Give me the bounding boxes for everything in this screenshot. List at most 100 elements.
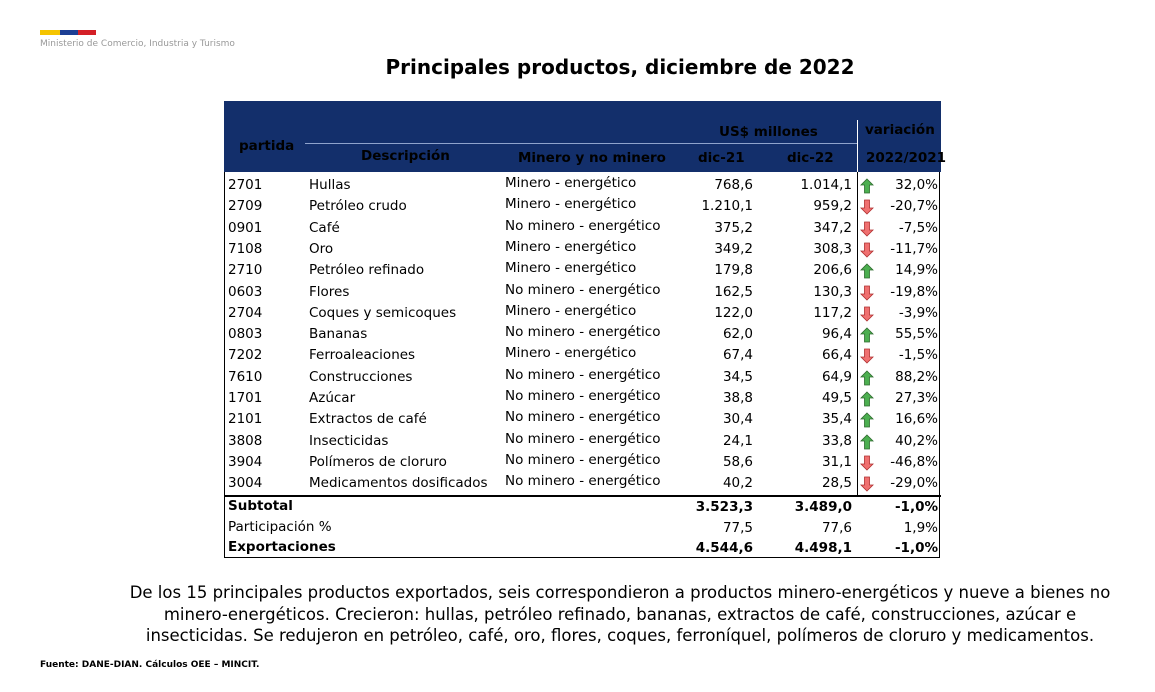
descripcion: Café: [309, 219, 340, 236]
head-minero: Minero y no minero: [518, 150, 666, 166]
descripcion: Bananas: [309, 326, 368, 343]
dic21: 58,6: [722, 453, 753, 470]
minero: Minero - energético: [505, 175, 637, 191]
summary: De los 15 principales productos exportad…: [129, 583, 1111, 645]
dic22: 33,8: [821, 432, 852, 449]
minero: No minero - energético: [505, 451, 661, 468]
flag-red: [78, 30, 96, 35]
minero: No minero - energético: [505, 388, 661, 404]
variacion: 16,6%: [895, 411, 938, 428]
descripcion: Construcciones: [309, 368, 413, 385]
header-divider: [857, 120, 858, 172]
head-dic22: dic-22: [787, 150, 834, 166]
partida: 3904: [228, 453, 263, 470]
variacion: -7,5%: [898, 219, 938, 236]
variacion: 40,2%: [895, 432, 938, 449]
header-rule: [305, 143, 857, 144]
descripcion: Insecticidas: [309, 432, 389, 449]
dic21: 1.210,1: [701, 198, 753, 215]
partida: 0803: [228, 326, 263, 343]
dic21: 40,2: [722, 475, 753, 492]
dic22: 117,2: [813, 304, 852, 321]
minero: No minero - energético: [505, 409, 661, 426]
head-unit: US$ millones: [719, 124, 818, 140]
partida: 7202: [228, 347, 263, 364]
variacion: -46,8%: [890, 453, 938, 470]
minero: No minero - energético: [505, 324, 661, 341]
arrow-down: [860, 199, 874, 215]
variacion: 88,2%: [895, 368, 938, 385]
arrow-up: [860, 178, 874, 194]
arrow-up: [860, 391, 874, 407]
partida: 7108: [228, 240, 263, 257]
dic22: 28,5: [821, 475, 852, 492]
table-border: [224, 172, 940, 558]
total-dic22: 4.498,1: [794, 540, 852, 556]
dic21: 375,2: [714, 219, 753, 236]
variacion: 14,9%: [895, 262, 938, 279]
descripcion: Extractos de café: [309, 411, 427, 428]
variacion: -20,7%: [890, 198, 938, 215]
dic21: 34,5: [722, 368, 753, 385]
head-descripcion: Descripción: [361, 148, 450, 164]
dic22: 49,5: [821, 390, 852, 406]
arrow-up: [860, 370, 874, 386]
subtotal-rule: [224, 495, 941, 497]
partida: 2101: [228, 411, 263, 428]
arrow-down: [860, 306, 874, 322]
arrow-down: [860, 221, 874, 237]
minero: Minero - energético: [505, 260, 637, 277]
descripcion: Ferroaleaciones: [309, 347, 416, 364]
dic22: 96,4: [821, 326, 852, 343]
arrow-down: [860, 476, 874, 492]
dic21: 62,0: [722, 326, 753, 343]
descripcion: Flores: [309, 283, 350, 300]
total-dic22: 3.489,0: [794, 499, 852, 515]
total-dic22: 77,6: [821, 519, 852, 536]
descripcion: Coques y semicoques: [309, 304, 457, 321]
descripcion: Petróleo refinado: [309, 262, 425, 279]
partida: 2710: [228, 262, 263, 279]
total-variacion: -1,0%: [894, 499, 938, 515]
minero: No minero - energético: [505, 430, 661, 447]
arrow-down: [860, 348, 874, 364]
total-dic21: 77,5: [722, 519, 753, 536]
head-partida: partida: [239, 138, 295, 154]
flag-yellow: [40, 30, 60, 35]
dic21: 67,4: [722, 347, 753, 364]
source: Fuente: DANE-DIAN. Cálculos OEE – MINCIT…: [40, 660, 260, 670]
variacion: -19,8%: [890, 283, 938, 300]
descripcion: Azúcar: [309, 390, 356, 406]
partida: 2704: [228, 304, 263, 321]
dic22: 64,9: [821, 368, 852, 385]
arrow-up: [860, 412, 874, 428]
dic21: 24,1: [722, 432, 753, 449]
dic22: 130,3: [813, 283, 852, 300]
partida: 0603: [228, 283, 263, 300]
dic21: 349,2: [714, 240, 753, 257]
descripcion: Oro: [309, 240, 334, 257]
arrow-down: [860, 242, 874, 258]
dic21: 38,8: [722, 390, 753, 406]
variacion: 32,0%: [895, 177, 938, 193]
partida: 3004: [228, 475, 263, 492]
minero: No minero - energético: [505, 366, 661, 383]
dic21: 179,8: [714, 262, 753, 279]
variacion: 55,5%: [895, 326, 938, 343]
minero: No minero - energético: [505, 281, 661, 298]
total-label: Exportaciones: [228, 539, 336, 555]
head-dic21: dic-21: [698, 150, 745, 166]
total-variacion: -1,0%: [894, 540, 938, 556]
descripcion: Polímeros de cloruro: [309, 453, 447, 470]
dic22: 66,4: [821, 347, 852, 364]
arrow-up: [860, 434, 874, 449]
dic21: 162,5: [714, 283, 753, 300]
partida: 7610: [228, 368, 263, 385]
arrow-up: [860, 327, 874, 343]
variacion: -1,5%: [898, 347, 938, 364]
title: Principales productos, diciembre de 2022: [385, 55, 855, 79]
partida: 1701: [228, 390, 263, 406]
arrow-down: [860, 285, 874, 301]
total-label: Participación %: [228, 518, 332, 535]
